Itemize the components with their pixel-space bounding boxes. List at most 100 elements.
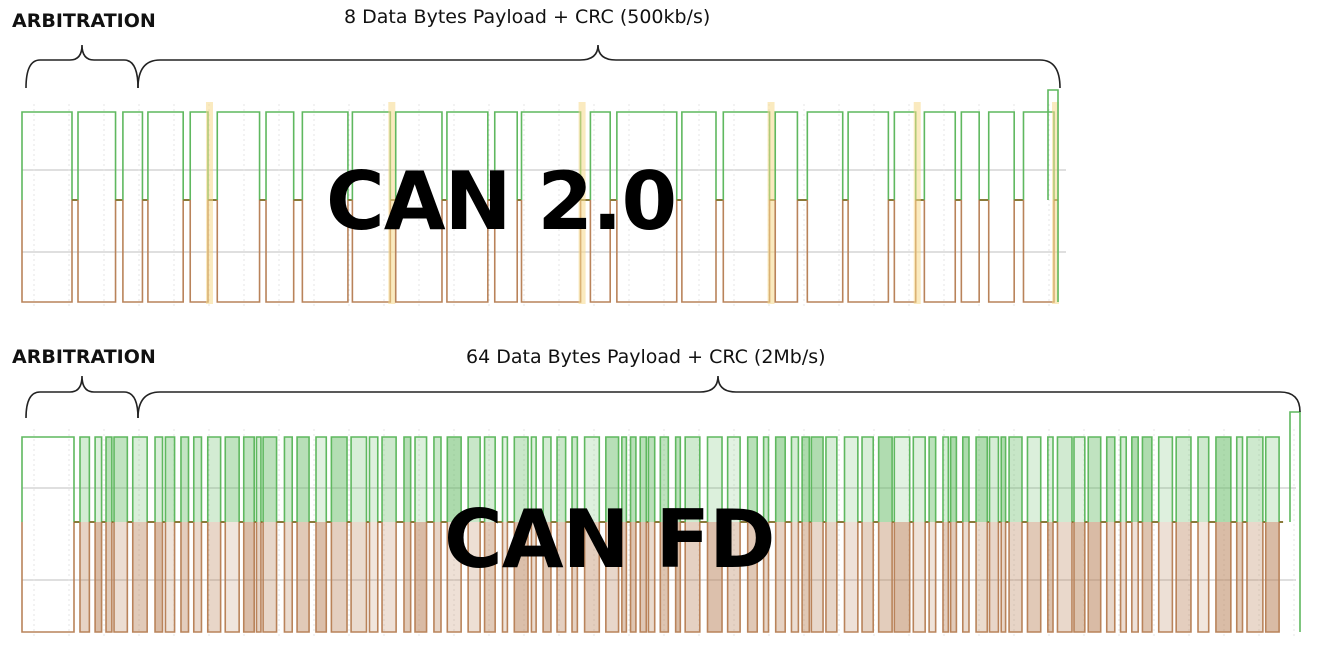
can-low-fill	[929, 522, 936, 632]
can-high-fill	[382, 437, 397, 522]
can-high-fill	[942, 437, 949, 522]
can-high-fill	[132, 437, 148, 522]
can-high-pulse	[216, 111, 261, 200]
can-low-fill	[155, 522, 163, 632]
can-low-pulse	[605, 522, 620, 633]
can-high-pulse	[861, 436, 875, 522]
can-low-fill	[514, 522, 528, 632]
can-low-pulse	[1215, 522, 1232, 633]
can-high-pulse	[350, 436, 368, 522]
can-high-pulse	[583, 436, 601, 522]
can-low-fill	[844, 522, 858, 632]
can-low-fill	[648, 522, 655, 632]
can-low-pulse	[262, 522, 278, 633]
can-high-fill	[297, 437, 310, 522]
can-high-fill	[976, 437, 988, 522]
can-high-pulse	[122, 111, 144, 200]
can-high-pulse	[1175, 436, 1192, 522]
can-low-fill	[132, 522, 148, 632]
can-high-pulse	[283, 436, 294, 522]
can-high-fill	[1215, 437, 1231, 522]
can-high-fill	[811, 437, 824, 522]
can-low-fill	[114, 522, 128, 632]
can-high-fill	[415, 437, 427, 522]
can-high-fill	[763, 437, 769, 522]
can-low-pulse	[513, 522, 529, 633]
can-low-pulse	[961, 522, 970, 633]
can-low-pulse	[912, 522, 926, 633]
can-high-fill	[1001, 437, 1006, 522]
can-low-pulse	[301, 200, 349, 303]
can-low-fill	[80, 522, 90, 632]
can-low-fill	[433, 522, 441, 632]
can-low-pulse	[1175, 522, 1192, 633]
can-low-fill	[811, 522, 824, 632]
can-high-pulse	[825, 436, 838, 522]
can-high-fill	[630, 437, 636, 522]
can-high-fill	[80, 437, 90, 522]
can-low-fill	[894, 522, 910, 632]
can-low-fill	[243, 522, 255, 632]
can-high-fill	[180, 437, 189, 522]
can-low-pulse	[706, 522, 723, 633]
can-high-fill	[351, 437, 367, 522]
can-high-pulse	[224, 436, 240, 522]
can-high-pulse	[242, 436, 255, 522]
can-low-pulse	[242, 522, 255, 633]
can-low-pulse	[806, 200, 844, 303]
can-high-pulse	[975, 436, 989, 522]
can-low-pulse	[147, 200, 184, 303]
can-low-pulse	[810, 522, 824, 633]
can-low-pulse	[131, 522, 148, 633]
can-low-pulse	[330, 522, 348, 633]
can-low-pulse	[77, 200, 117, 303]
can-low-pulse	[381, 522, 397, 633]
can-low-pulse	[79, 522, 91, 633]
can-low-pulse	[501, 522, 509, 633]
can-low-pulse	[1131, 522, 1139, 633]
can-low-pulse	[1073, 522, 1086, 633]
can-high-fill	[791, 437, 799, 522]
canfd-waveform	[21, 411, 1301, 636]
can-high-pulse	[262, 436, 278, 522]
can-high-fill	[572, 437, 578, 522]
can-high-pulse	[912, 436, 926, 522]
can-high-fill	[1142, 437, 1152, 522]
bit-highlight	[767, 102, 775, 304]
can-high-fill	[1265, 437, 1280, 522]
can-low-pulse	[942, 522, 950, 633]
can-high-fill	[1176, 437, 1191, 522]
can-low-fill	[1215, 522, 1231, 632]
can-low-pulse	[1087, 522, 1102, 633]
can-low-fill	[1047, 522, 1054, 632]
can-high-pulse	[1157, 436, 1174, 522]
can-high-fill	[640, 437, 647, 522]
can-high-pulse	[147, 111, 184, 200]
can-high-fill	[114, 437, 128, 522]
can-low-pulse	[684, 522, 701, 633]
can-low-pulse	[774, 200, 799, 303]
can-high-fill	[263, 437, 277, 522]
can-low-fill	[225, 522, 240, 632]
can-low-pulse	[1000, 522, 1007, 633]
can-high-pulse	[684, 436, 701, 522]
can-low-pulse	[113, 522, 129, 633]
can-low-fill	[531, 522, 537, 632]
can-high-pulse	[131, 436, 148, 522]
can-high-fill	[1246, 437, 1263, 522]
can-low-pulse	[1246, 522, 1264, 633]
can-high-fill	[531, 437, 537, 522]
can-high-pulse	[368, 436, 379, 522]
can-high-fill	[989, 437, 999, 522]
can-low-fill	[878, 522, 893, 632]
can-low-fill	[1198, 522, 1209, 632]
can-high-fill	[1236, 437, 1243, 522]
can-low-fill	[1088, 522, 1101, 632]
can-high-fill	[433, 437, 441, 522]
can-high-pulse	[1087, 436, 1102, 522]
bottom-payload-label: 64 Data Bytes Payload + CRC (2Mb/s)	[466, 346, 826, 368]
can-high-fill	[802, 437, 810, 522]
can-high-fill	[543, 437, 551, 522]
can-low-fill	[572, 522, 578, 632]
